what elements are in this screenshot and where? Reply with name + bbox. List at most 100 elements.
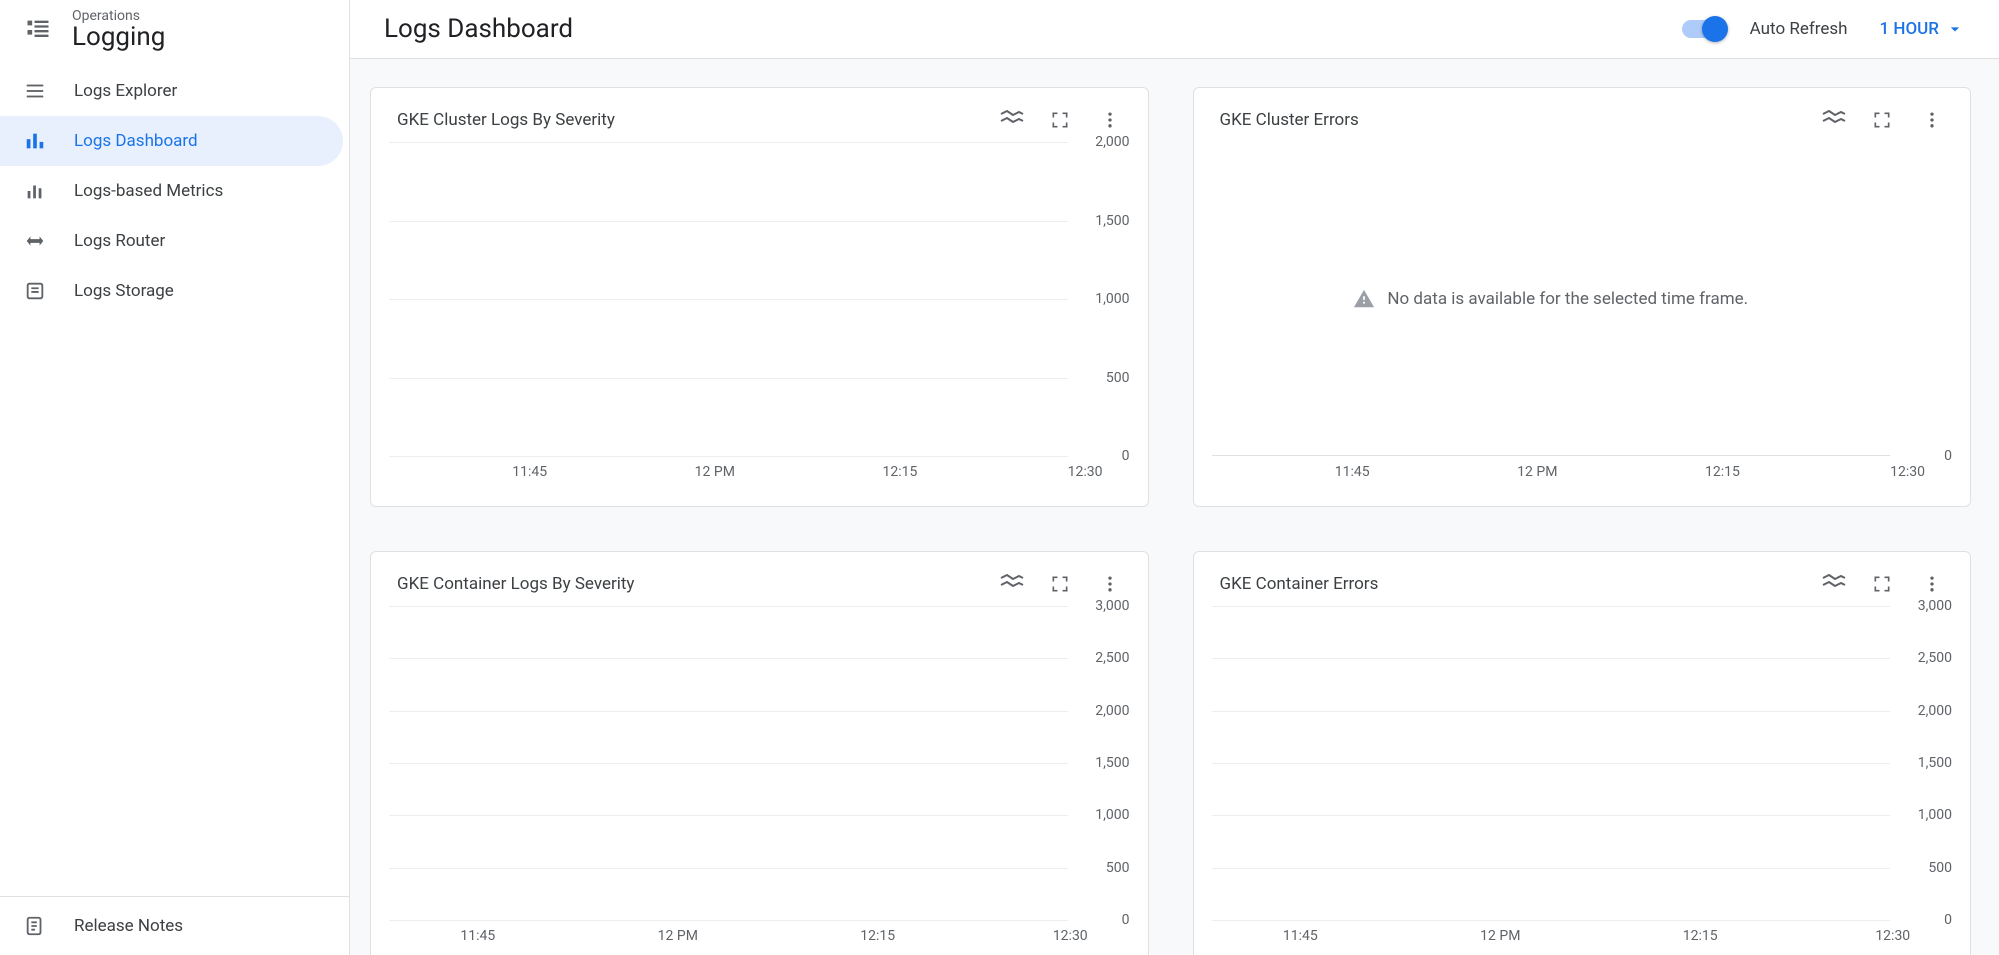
chevron-down-icon [1945,19,1965,39]
x-tick: 11:45 [512,464,547,480]
page-title: Logs Dashboard [384,14,1664,44]
more-icon[interactable] [1100,110,1122,130]
card-title: GKE Container Errors [1220,574,1823,594]
y-tick: 0 [1122,912,1130,928]
x-axis: 11:4512 PM12:1512:30 [1212,464,1953,494]
logs-explorer-icon [24,80,46,102]
card-header: GKE Cluster Errors [1212,110,1953,142]
y-tick: 1,500 [1918,755,1952,771]
card-container-logs: GKE Container Logs By Severity3,0002,500… [370,551,1149,955]
plot [389,142,1068,456]
card-cluster-logs: GKE Cluster Logs By Severity2,000 1,500 1,… [370,87,1149,507]
legend-icon[interactable] [1000,110,1022,130]
y-tick: 0 [1944,448,1952,464]
sidebar-item-metrics[interactable]: Logs-based Metrics [0,166,343,216]
card-cluster-errors: GKE Cluster Errors No data is available f… [1193,87,1972,507]
y-axis: 3,0002,5002,0001,5001,0005000 [1068,606,1130,920]
x-tick: 12 PM [658,928,698,944]
x-tick: 12 PM [695,464,735,480]
storage-icon [24,280,46,302]
y-tick: 1,500 [1095,213,1129,229]
y-axis: 2,0001,5001,0005000 [1068,142,1130,456]
y-tick: 500 [1106,860,1130,876]
y-tick: 1,000 [1095,291,1129,307]
sidebar-item-label: Logs Router [74,231,319,251]
x-tick: 12:30 [1053,928,1088,944]
card-header: GKE Container Logs By Severity [389,574,1130,606]
time-range-dropdown[interactable]: 1 HOUR [1880,19,1965,39]
x-axis: 11:45 12 PM 12:15 12:30 [1212,928,1953,955]
sidebar-footer-label: Release Notes [74,916,325,936]
router-icon [24,230,46,252]
fullscreen-icon[interactable] [1872,110,1894,130]
x-tick: 11:45 [460,928,495,944]
sidebar-item-logs-dashboard[interactable]: Logs Dashboard [0,116,343,166]
x-tick: 12:30 [1875,928,1910,944]
y-axis: 0 [1890,142,1952,456]
x-tick: 12 PM [1480,928,1520,944]
x-tick: 12:15 [1683,928,1718,944]
sidebar-header: Operations Logging [0,0,349,62]
warning-icon [1353,288,1375,310]
legend-icon[interactable] [1822,574,1844,594]
legend-icon[interactable] [1000,574,1022,594]
more-icon[interactable] [1100,574,1122,594]
fullscreen-icon[interactable] [1872,574,1894,594]
sidebar: Operations Logging Logs Explorer Logs Das… [0,0,350,955]
more-icon[interactable] [1922,110,1944,130]
sidebar-item-label: Logs Explorer [74,81,319,101]
card-title: GKE Cluster Errors [1220,110,1823,130]
chart: 3,0002,5002,0001,5001,000500011:4512 PM1… [389,606,1130,955]
y-tick: 1,500 [1095,755,1129,771]
y-tick: 3,000 [1918,598,1952,614]
x-tick: 12:15 [860,928,895,944]
card-header: GKE Cluster Logs By Severity [389,110,1130,142]
x-tick: 11:45 [1283,928,1318,944]
x-tick: 12:15 [1705,464,1740,480]
sidebar-item-storage[interactable]: Logs Storage [0,266,343,316]
sidebar-item-label: Logs Dashboard [74,131,319,151]
more-icon[interactable] [1922,574,1944,594]
sidebar-footer-release-notes[interactable]: Release Notes [0,896,349,955]
y-tick: 3,000 [1095,598,1129,614]
y-tick: 1,000 [1095,807,1129,823]
x-tick: 12 PM [1517,464,1557,480]
y-tick: 2,000 [1918,703,1952,719]
fullscreen-icon[interactable] [1050,574,1072,594]
chart: 3,0002,5002,0001,5001,000500011:4512 PM1… [1212,606,1953,955]
y-tick: 2,000 [1095,134,1129,150]
fullscreen-icon[interactable] [1050,110,1072,130]
y-axis: 3,0002,5002,0001,5001,0005000 [1890,606,1952,920]
x-tick: 12:15 [883,464,918,480]
chart-empty: No data is available for the selected ti… [1212,142,1953,494]
dashboard-grid: GKE Cluster Logs By Severity2,0001,5001,… [350,59,1999,955]
y-tick: 2,500 [1918,650,1952,666]
legend-icon[interactable] [1822,110,1844,130]
y-tick: 500 [1106,370,1130,386]
logging-product-icon [24,16,52,44]
plot [1212,606,1891,920]
x-tick: 11:45 [1335,464,1370,480]
card-header: GKE Container Errors [1212,574,1953,606]
card-container-errors: GKE Container Errors 3,000 2,500 2,000 1,500… [1193,551,1972,955]
x-axis: 11:45 12 PM 12:15 12:30 [389,928,1130,955]
main-header: Logs Dashboard Auto Refresh 1 HOUR [350,0,1999,59]
sidebar-item-logs-explorer[interactable]: Logs Explorer [0,66,343,116]
release-notes-icon [24,915,46,937]
metrics-icon [24,180,46,202]
time-range-value: 1 HOUR [1880,19,1939,39]
auto-refresh-toggle[interactable] [1682,20,1726,38]
sidebar-item-router[interactable]: Logs Router [0,216,343,266]
logs-dashboard-icon [24,130,46,152]
x-axis: 11:45 12 PM 12:15 12:30 [389,464,1130,494]
sidebar-item-label: Logs-based Metrics [74,181,319,201]
sidebar-item-label: Logs Storage [74,281,319,301]
y-tick: 1,000 [1918,807,1952,823]
x-tick: 12:30 [1068,464,1103,480]
plot [389,606,1068,920]
auto-refresh-label: Auto Refresh [1750,19,1848,39]
sidebar-title: Logging [72,22,165,52]
card-title: GKE Container Logs By Severity [397,574,1000,594]
card-actions [1822,574,1944,594]
y-tick: 0 [1122,448,1130,464]
